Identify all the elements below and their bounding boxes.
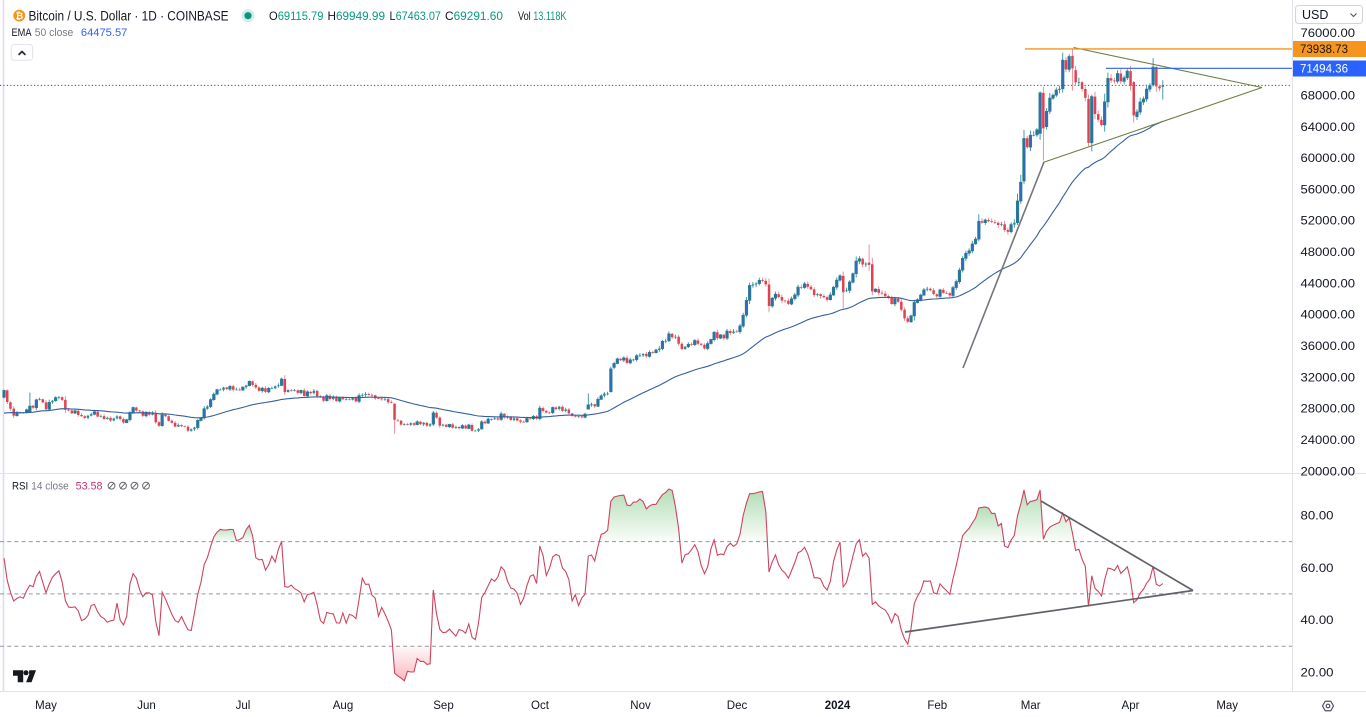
svg-text:44000.00: 44000.00 [1301, 278, 1356, 290]
svg-text:Vol 13.118K: Vol 13.118K [518, 9, 567, 23]
svg-text:76000.00: 76000.00 [1301, 28, 1356, 40]
svg-text:Jun: Jun [137, 700, 156, 712]
svg-text:53.58: 53.58 [76, 480, 103, 492]
svg-text:20.00: 20.00 [1301, 667, 1334, 679]
svg-text:40.00: 40.00 [1301, 615, 1334, 627]
svg-text:Feb: Feb [927, 700, 947, 712]
svg-text:24000.00: 24000.00 [1301, 435, 1356, 447]
svg-text:Apr: Apr [1122, 700, 1140, 712]
svg-text:May: May [1216, 700, 1238, 712]
svg-text:56000.00: 56000.00 [1301, 184, 1356, 196]
svg-text:Dec: Dec [727, 700, 748, 712]
svg-text:71494.36: 71494.36 [1300, 64, 1348, 76]
svg-text:60000.00: 60000.00 [1301, 153, 1356, 165]
svg-text:May: May [35, 700, 57, 712]
svg-text:32000.00: 32000.00 [1301, 372, 1356, 384]
svg-text:60.00: 60.00 [1301, 563, 1334, 575]
svg-text:₿: ₿ [16, 11, 24, 22]
svg-text:48000.00: 48000.00 [1301, 247, 1356, 259]
svg-text:14 close: 14 close [31, 480, 68, 492]
svg-text:73938.73: 73938.73 [1300, 44, 1348, 56]
svg-text:2024: 2024 [825, 700, 851, 712]
svg-text:36000.00: 36000.00 [1301, 341, 1356, 353]
svg-text:64000.00: 64000.00 [1301, 122, 1356, 134]
svg-text:Aug: Aug [333, 700, 353, 712]
svg-text:68000.00: 68000.00 [1301, 90, 1356, 102]
svg-text:50 close: 50 close [35, 27, 74, 39]
svg-text:L67463.07: L67463.07 [390, 9, 442, 23]
svg-text:40000.00: 40000.00 [1301, 310, 1356, 322]
svg-text:H69949.99: H69949.99 [328, 9, 386, 23]
svg-text:Mar: Mar [1021, 700, 1041, 712]
svg-text:80.00: 80.00 [1301, 511, 1334, 523]
svg-text:USD: USD [1302, 8, 1328, 22]
svg-text:28000.00: 28000.00 [1301, 404, 1356, 416]
svg-text:Oct: Oct [531, 700, 550, 712]
svg-text:EMA: EMA [12, 27, 33, 39]
svg-text:O69115.79: O69115.79 [269, 9, 324, 23]
svg-text:Sep: Sep [433, 700, 453, 712]
svg-text:64475.57: 64475.57 [81, 27, 128, 39]
svg-text:52000.00: 52000.00 [1301, 216, 1356, 228]
svg-text:RSI: RSI [12, 480, 28, 492]
svg-text:20000.00: 20000.00 [1301, 466, 1356, 478]
svg-text:C69291.60: C69291.60 [445, 9, 503, 23]
svg-text:Bitcoin / U.S. Dollar · 1D · C: Bitcoin / U.S. Dollar · 1D · COINBASE [29, 8, 229, 23]
svg-text:Nov: Nov [630, 700, 651, 712]
svg-text:Jul: Jul [236, 700, 251, 712]
